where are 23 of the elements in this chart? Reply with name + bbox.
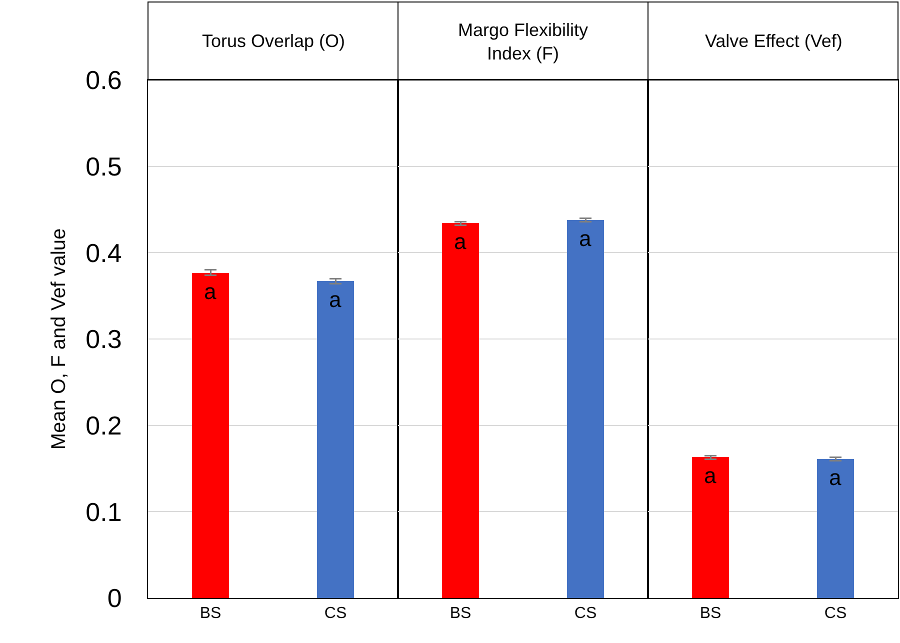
y-tick-label: 0.3 [86,324,122,354]
x-tick-label: BS [200,605,222,622]
y-tick-label: 0 [107,583,122,614]
x-tick-label: CS [824,605,847,622]
chart-title: Torus Overlap (O) [202,31,346,51]
x-tick-label: CS [324,605,347,622]
chart-title: Valve Effect (Vef) [705,31,842,51]
y-tick-label: 0.2 [86,410,122,440]
y-tick-label: 0.5 [86,151,122,182]
x-tick-label: BS [450,605,472,622]
x-tick-label: CS [574,605,597,622]
annotation: a [329,287,342,312]
annotation: a [204,279,217,304]
y-tick-label: 0.1 [86,496,122,527]
annotation: a [454,229,467,254]
y-axis-title: Mean O, F and Vef value [48,228,70,450]
x-tick-label: BS [700,605,722,622]
annotation: a [579,226,592,251]
y-tick-label: 0.6 [86,65,122,96]
annotation: a [829,465,842,490]
annotation: a [704,463,717,488]
y-tick-label: 0.4 [86,238,122,268]
chart-title: Margo Flexibility Index (F) [458,20,588,64]
